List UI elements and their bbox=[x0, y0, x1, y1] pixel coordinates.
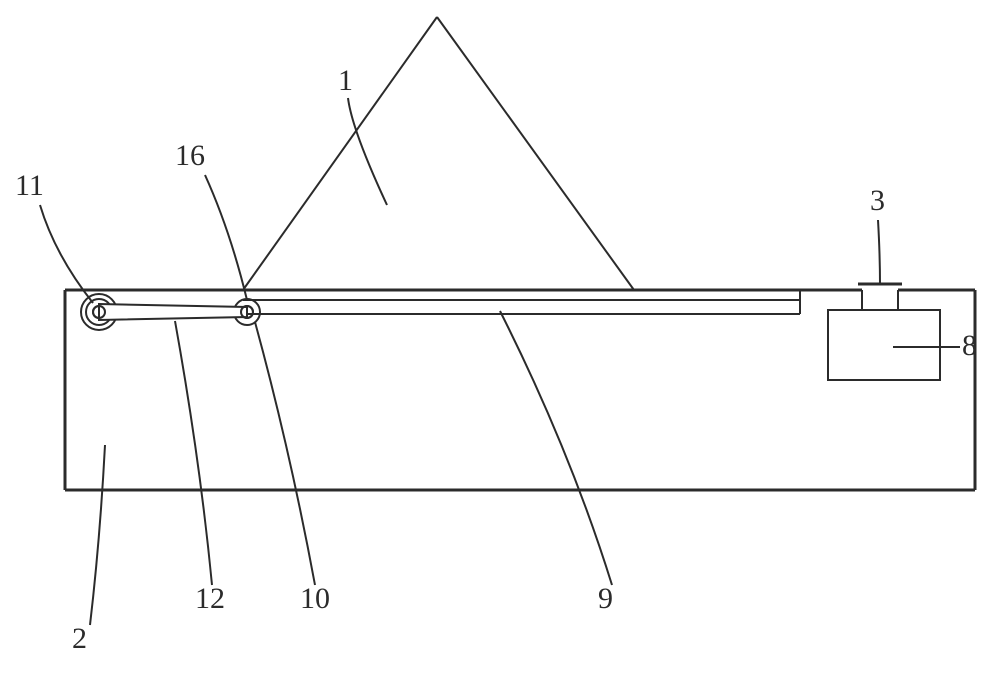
label-16: 16 bbox=[175, 139, 205, 172]
leader-9 bbox=[500, 311, 612, 585]
label-10: 10 bbox=[300, 582, 330, 615]
label-2: 2 bbox=[72, 622, 87, 655]
label-3: 3 bbox=[870, 184, 885, 217]
label-12: 12 bbox=[195, 582, 225, 615]
leader-3 bbox=[878, 220, 880, 284]
leader-16 bbox=[205, 175, 247, 300]
label-1: 1 bbox=[338, 64, 353, 97]
label-11: 11 bbox=[15, 169, 44, 202]
leader-12 bbox=[175, 321, 212, 585]
diagram-root: 1238910111216 bbox=[0, 0, 1000, 681]
leader-11 bbox=[40, 205, 93, 303]
label-9: 9 bbox=[598, 582, 613, 615]
leader-10 bbox=[255, 322, 315, 585]
label-8: 8 bbox=[962, 329, 977, 362]
leader-2 bbox=[90, 445, 105, 625]
